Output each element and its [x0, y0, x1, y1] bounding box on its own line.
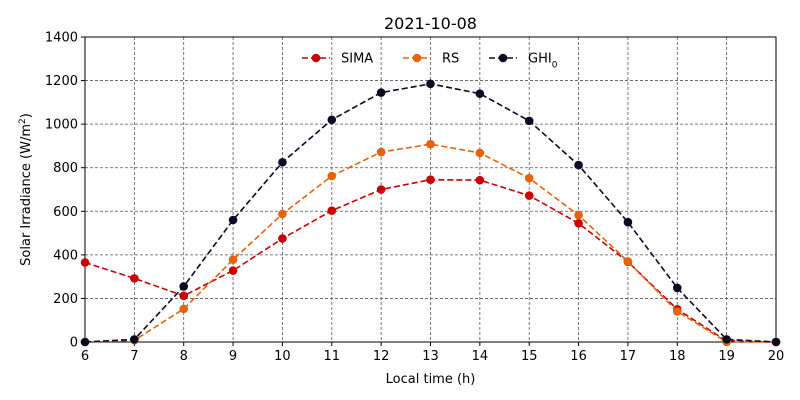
series-layer	[80, 79, 781, 347]
data-point	[130, 335, 139, 344]
data-point	[475, 148, 485, 158]
data-point	[228, 255, 238, 264]
data-point	[80, 258, 90, 267]
data-point	[228, 215, 238, 225]
series-ghi	[80, 79, 781, 347]
x-tick-label: 9	[229, 349, 237, 364]
legend-marker	[311, 53, 321, 63]
data-point	[524, 173, 534, 183]
series-sima	[80, 175, 781, 347]
legend-label: SIMA	[341, 52, 373, 67]
data-point	[80, 337, 90, 347]
data-point	[672, 307, 682, 316]
y-tick-label: 1400	[45, 31, 78, 46]
legend-label: GHI0	[528, 52, 558, 71]
x-tick-label: 8	[180, 349, 188, 364]
data-point	[524, 191, 534, 200]
data-point	[179, 304, 189, 314]
legend-item-rs: RS	[403, 52, 459, 67]
data-point	[475, 89, 485, 98]
x-tick-label: 14	[472, 349, 489, 364]
data-point	[179, 282, 189, 291]
x-tick-label: 10	[274, 349, 291, 364]
legend-marker	[412, 53, 422, 63]
y-tick-label: 800	[53, 161, 78, 176]
series-line	[84, 143, 776, 343]
legend: SIMA RS GHI0	[302, 52, 558, 71]
data-point	[475, 175, 485, 185]
legend-item-ghi: GHI0	[489, 52, 558, 71]
y-tick-label: 1200	[45, 74, 78, 89]
data-point	[426, 175, 435, 184]
x-tick-label: 12	[373, 349, 390, 364]
data-point	[327, 171, 337, 181]
data-point	[376, 147, 386, 157]
data-point	[278, 209, 287, 219]
data-point	[327, 115, 337, 125]
data-point	[426, 139, 435, 149]
data-point	[376, 88, 386, 97]
x-tick-label: 18	[669, 349, 686, 364]
data-point	[574, 210, 583, 220]
legend-marker	[498, 53, 508, 63]
x-tick-label: 20	[768, 349, 785, 364]
data-point	[179, 291, 189, 301]
legend-item-sima: SIMA	[302, 52, 373, 67]
chart-title: 2021-10-08	[384, 14, 477, 33]
x-tick-label: 7	[130, 349, 138, 364]
data-point	[672, 283, 682, 293]
data-point	[327, 206, 337, 215]
data-point	[623, 257, 633, 266]
data-point	[574, 160, 583, 170]
y-tick-label: 200	[53, 292, 78, 307]
legend-label: RS	[442, 52, 459, 67]
data-point	[376, 185, 386, 194]
axis-ticks: 6 7 8 9 10 11 12 13 14 15 16 17 18 19 2002004006008001…	[45, 31, 784, 365]
x-axis-label: Local time (h)	[386, 372, 476, 387]
data-point	[771, 337, 781, 347]
y-tick-label: 600	[53, 205, 78, 220]
x-tick-label: 19	[718, 349, 735, 364]
x-tick-label: 17	[620, 349, 637, 364]
x-tick-label: 15	[521, 349, 538, 364]
data-point	[228, 266, 238, 275]
y-tick-label: 0	[70, 336, 78, 351]
x-tick-label: 16	[570, 349, 587, 364]
data-point	[278, 234, 287, 243]
data-point	[130, 274, 139, 283]
data-point	[574, 218, 583, 228]
x-tick-label: 6	[81, 349, 89, 364]
y-tick-label: 400	[53, 248, 78, 263]
y-tick-label: 1000	[45, 118, 78, 133]
data-point	[278, 157, 287, 167]
data-point	[722, 335, 731, 344]
x-tick-label: 11	[324, 349, 341, 364]
data-point	[524, 116, 534, 126]
y-axis-label: Solar Irradiance (W/m2)	[18, 113, 34, 266]
data-point	[623, 217, 633, 227]
x-tick-label: 13	[422, 349, 439, 364]
data-point	[426, 79, 435, 89]
